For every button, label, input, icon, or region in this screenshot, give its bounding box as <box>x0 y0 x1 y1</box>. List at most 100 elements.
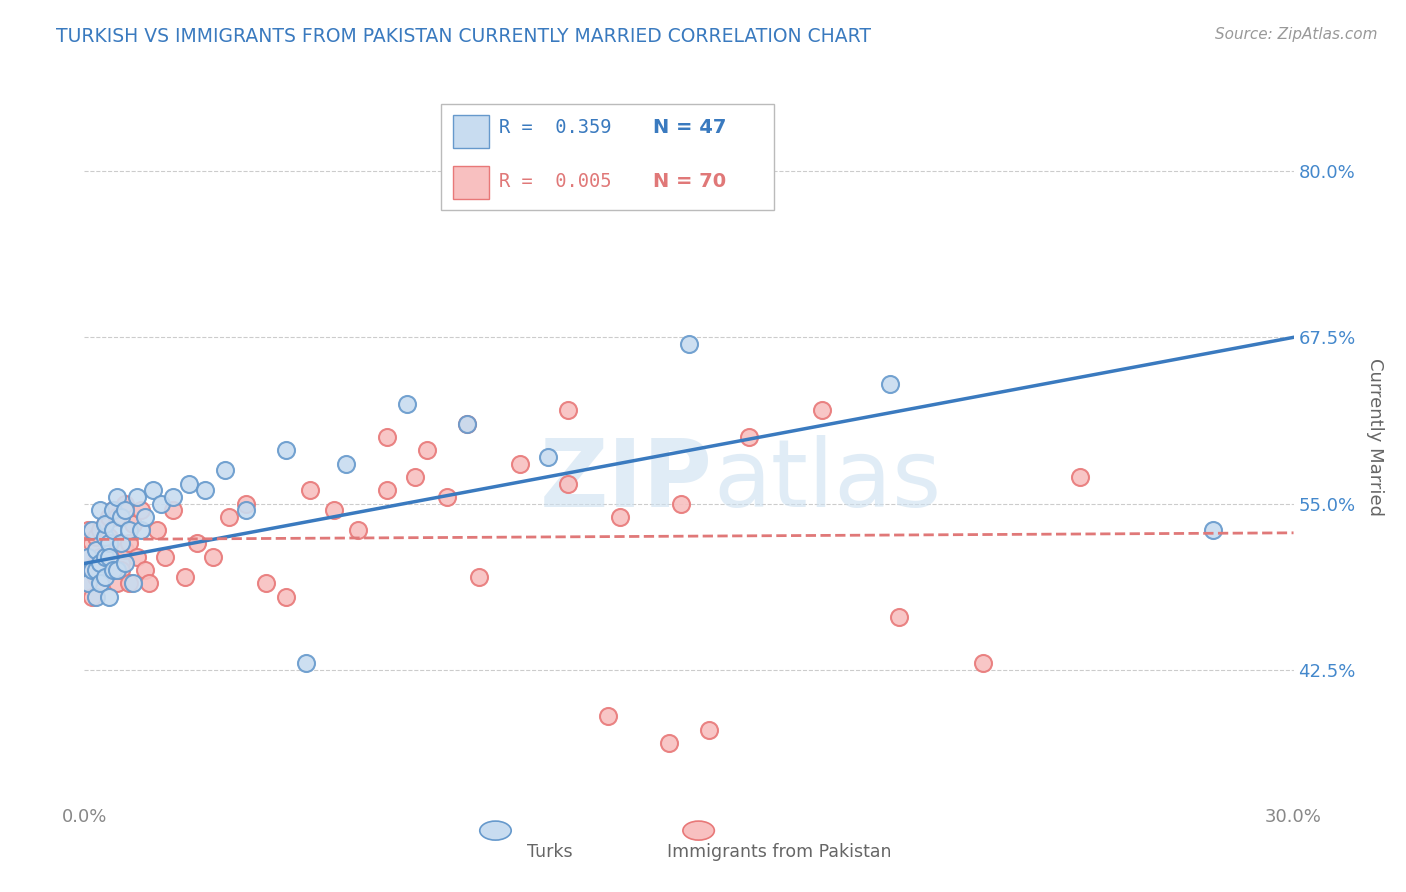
Point <box>101 503 124 517</box>
Y-axis label: Currently Married: Currently Married <box>1365 358 1384 516</box>
Point <box>274 590 297 604</box>
Point <box>82 563 104 577</box>
Point <box>101 503 124 517</box>
Text: N = 47: N = 47 <box>652 118 725 137</box>
Point <box>93 549 115 564</box>
Point <box>738 430 761 444</box>
Point <box>149 497 172 511</box>
Point <box>86 557 108 571</box>
Point <box>105 509 128 524</box>
Point <box>142 483 165 498</box>
Point <box>105 536 128 550</box>
Point <box>121 576 143 591</box>
Point <box>129 503 152 517</box>
Point <box>86 563 108 577</box>
Point <box>82 590 104 604</box>
Text: atlas: atlas <box>713 435 942 527</box>
Point <box>129 523 152 537</box>
Point <box>218 509 240 524</box>
Point <box>295 656 318 670</box>
Point <box>114 503 136 517</box>
Point <box>678 337 700 351</box>
Point <box>97 590 120 604</box>
Point <box>235 503 257 517</box>
Point <box>97 536 120 550</box>
Point <box>86 543 108 558</box>
FancyBboxPatch shape <box>453 114 489 148</box>
Point <box>89 503 111 517</box>
Point <box>697 723 720 737</box>
Point <box>153 549 176 564</box>
Text: ZIP: ZIP <box>540 435 713 527</box>
Circle shape <box>683 821 714 840</box>
Point <box>93 563 115 577</box>
Point <box>89 563 111 577</box>
Point <box>323 503 346 517</box>
Text: R =  0.005: R = 0.005 <box>499 171 612 191</box>
Point <box>82 536 104 550</box>
Text: Turks: Turks <box>527 843 572 861</box>
FancyBboxPatch shape <box>441 104 773 211</box>
Point <box>456 417 478 431</box>
Point <box>86 590 108 604</box>
Point <box>89 523 111 537</box>
Point <box>114 557 136 571</box>
Point <box>274 443 297 458</box>
Point <box>146 523 169 537</box>
Point <box>121 516 143 531</box>
Point <box>194 483 217 498</box>
Point <box>101 523 124 537</box>
Point <box>82 523 104 537</box>
Point <box>202 549 225 564</box>
Point <box>125 549 148 564</box>
Text: R =  0.359: R = 0.359 <box>499 118 612 137</box>
Point <box>77 576 100 591</box>
Point <box>404 470 426 484</box>
Point <box>82 563 104 577</box>
Point <box>97 549 120 564</box>
Point <box>97 530 120 544</box>
Point <box>174 570 197 584</box>
Point <box>89 549 111 564</box>
Point <box>416 443 439 458</box>
Point <box>89 576 111 591</box>
Point <box>162 490 184 504</box>
Point <box>669 497 692 511</box>
Circle shape <box>479 821 512 840</box>
Point <box>118 536 141 550</box>
Point <box>347 523 370 537</box>
Point <box>93 570 115 584</box>
Point <box>89 576 111 591</box>
Point <box>1069 470 1091 484</box>
Point <box>101 563 124 577</box>
Point <box>97 509 120 524</box>
Text: N = 70: N = 70 <box>652 171 725 191</box>
Point <box>395 397 418 411</box>
Point <box>887 609 910 624</box>
Point <box>114 543 136 558</box>
Point <box>138 576 160 591</box>
Point <box>105 490 128 504</box>
Point <box>77 549 100 564</box>
Point <box>77 576 100 591</box>
Point <box>134 509 156 524</box>
FancyBboxPatch shape <box>453 166 489 200</box>
Point <box>1202 523 1225 537</box>
Point <box>118 523 141 537</box>
Point <box>125 490 148 504</box>
Point <box>93 549 115 564</box>
Point <box>186 536 208 550</box>
Point <box>537 450 560 464</box>
Point <box>235 497 257 511</box>
Point <box>557 403 579 417</box>
Point <box>609 509 631 524</box>
Point <box>456 417 478 431</box>
Point <box>468 570 491 584</box>
Point <box>110 509 132 524</box>
Point <box>110 563 132 577</box>
Point <box>101 549 124 564</box>
Point <box>93 516 115 531</box>
Point <box>598 709 620 723</box>
Point <box>134 563 156 577</box>
Point <box>110 536 132 550</box>
